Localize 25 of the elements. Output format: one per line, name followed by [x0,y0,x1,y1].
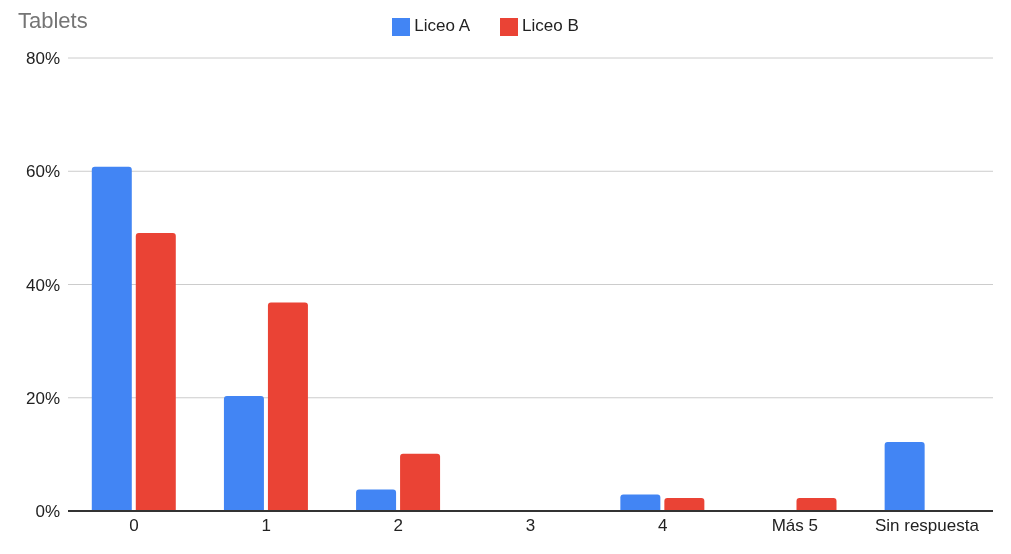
bar [796,497,837,511]
bar [620,494,661,511]
bar [91,166,132,511]
x-tick-label: 2 [393,516,404,536]
bar [135,232,176,511]
bar [884,441,925,511]
y-tick-label: 60% [25,162,60,182]
x-tick-label: 3 [525,516,536,536]
legend-label: Liceo A [414,16,471,35]
chart-title: Tablets [18,8,88,34]
x-tick-label: Sin respuesta [874,516,980,536]
x-tick-label: 0 [129,516,139,536]
y-tick-label: 0% [35,502,60,522]
bar [400,453,441,511]
x-tick-label: 1 [261,516,271,536]
legend-label: Liceo B [522,16,579,35]
y-tick-label: 80% [25,49,60,69]
bar [664,497,705,511]
bar [267,302,308,511]
bar [223,396,264,511]
x-tick-label: Más 5 [771,516,818,536]
y-tick-label: 40% [25,275,60,295]
bar [356,489,397,511]
y-tick-label: 20% [25,388,60,408]
x-tick-label: 4 [657,516,668,536]
